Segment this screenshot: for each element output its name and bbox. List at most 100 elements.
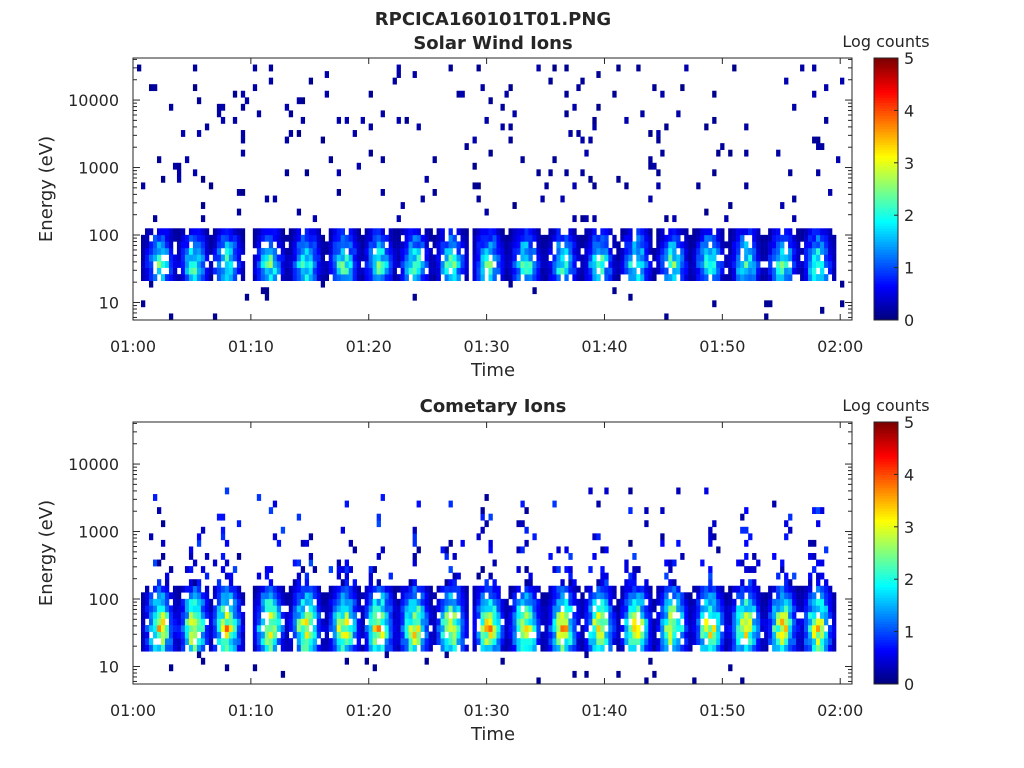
spectrogram-cell: [148, 84, 154, 92]
spectrogram-cell: [664, 274, 669, 281]
spectrogram-cell: [216, 631, 222, 639]
spectrogram-cell: [420, 261, 425, 268]
spectrogram-cell: [176, 592, 182, 600]
spectrogram-cell: [200, 625, 206, 632]
spectrogram-cell: [184, 267, 190, 275]
spectrogram-cell: [592, 247, 597, 255]
spectrogram-cell: [628, 572, 633, 580]
colorbar-segment: [874, 508, 898, 512]
spectrogram-cell: [304, 572, 310, 580]
spectrogram-cell: [596, 631, 601, 639]
colorbar-segment: [874, 212, 898, 216]
spectrogram-cell: [628, 605, 633, 613]
spectrogram-cell: [400, 228, 405, 236]
spectrogram-cell: [496, 254, 501, 262]
plot-frame-cometary: [132, 421, 853, 685]
spectrogram-cell: [512, 611, 517, 619]
spectrogram-cell: [708, 533, 713, 541]
spectrogram-cell: [196, 644, 202, 652]
spectrogram-cell: [408, 592, 413, 600]
spectrogram-cell: [160, 585, 166, 593]
spectrogram-cell: [616, 247, 621, 255]
spectrogram-cell: [364, 254, 369, 262]
spectrogram-cell: [788, 241, 793, 249]
spectrogram-cell: [452, 579, 457, 587]
spectrogram-cell: [204, 638, 210, 645]
spectrogram-cell: [648, 162, 653, 170]
spectrogram-cell: [808, 267, 813, 275]
spectrogram-cell: [348, 267, 353, 275]
spectrogram-cell: [344, 579, 349, 587]
spectrogram-cell: [816, 520, 821, 528]
spectrogram-cell: [776, 254, 781, 262]
spectrogram-cell: [800, 267, 805, 275]
spectrogram-cell: [672, 215, 677, 223]
spectrogram-cell: [224, 638, 230, 645]
spectrogram-cell: [412, 254, 417, 262]
spectrogram-cell: [184, 241, 190, 249]
spectrogram-cell: [352, 241, 357, 249]
spectrogram-cell: [624, 618, 629, 626]
spectrogram-cell: [736, 228, 741, 236]
spectrogram-cell: [180, 130, 186, 137]
spectrogram-cell: [316, 644, 322, 652]
spectrogram-cell: [740, 605, 745, 613]
spectrogram-cell: [316, 625, 322, 632]
spectrogram-cell: [192, 274, 198, 281]
spectrogram-cell: [484, 644, 489, 652]
spectrogram-cell: [356, 234, 361, 242]
spectrogram-cell: [760, 247, 765, 255]
spectrogram-cell: [252, 611, 258, 619]
spectrogram-cell: [196, 241, 202, 249]
spectrogram-cell: [336, 618, 342, 626]
spectrogram-cell: [200, 175, 206, 183]
spectrogram-cell: [592, 598, 597, 606]
spectrogram-cell: [292, 559, 298, 567]
spectrogram-cell: [616, 638, 621, 645]
spectrogram-cell: [588, 585, 593, 593]
spectrogram-cell: [448, 618, 453, 626]
spectrogram-cell: [812, 507, 817, 514]
spectrogram-cell: [480, 638, 485, 645]
spectrogram-cell: [568, 644, 573, 652]
spectrogram-cell: [796, 261, 801, 268]
spectrogram-cell: [636, 585, 641, 593]
spectrogram-cell: [720, 638, 725, 645]
spectrogram-cell: [348, 592, 353, 600]
spectrogram-cell: [768, 631, 773, 639]
spectrogram-cell: [536, 611, 541, 619]
spectrogram-cell: [584, 247, 589, 255]
spectrogram-cell: [336, 261, 342, 268]
spectrogram-cell: [204, 241, 210, 249]
spectrogram-cell: [240, 611, 246, 619]
spectrogram-cell: [488, 261, 493, 268]
spectrogram-cell: [632, 572, 637, 580]
spectrogram-cell: [372, 605, 377, 613]
spectrogram-cell: [448, 592, 453, 600]
spectrogram-cell: [568, 625, 573, 632]
spectrogram-cell: [264, 293, 270, 301]
spectrogram-cell: [184, 638, 190, 645]
spectrogram-cell: [156, 559, 162, 567]
spectrogram-cell: [532, 638, 537, 645]
spectrogram-cell: [228, 644, 234, 652]
spectrogram-cell: [620, 247, 625, 255]
spectrogram-cell: [628, 638, 633, 645]
spectrogram-cell: [624, 598, 629, 606]
spectrogram-cell: [208, 598, 214, 606]
spectrogram-cell: [688, 605, 693, 613]
spectrogram-cell: [460, 234, 465, 242]
spectrogram-cell: [284, 644, 290, 652]
spectrogram-cell: [704, 598, 709, 606]
spectrogram-cell: [708, 598, 713, 606]
spectrogram-cell: [264, 195, 270, 203]
spectrogram-cell: [464, 598, 469, 606]
spectrogram-cell: [548, 644, 553, 652]
spectrogram-cell: [264, 267, 270, 275]
spectrogram-cell: [456, 261, 461, 268]
spectrogram-cell: [272, 585, 278, 593]
spectrogram-cell: [412, 241, 417, 249]
spectrogram-cell: [636, 631, 641, 639]
spectrogram-cell: [584, 651, 589, 659]
spectrogram-cell: [576, 274, 581, 281]
